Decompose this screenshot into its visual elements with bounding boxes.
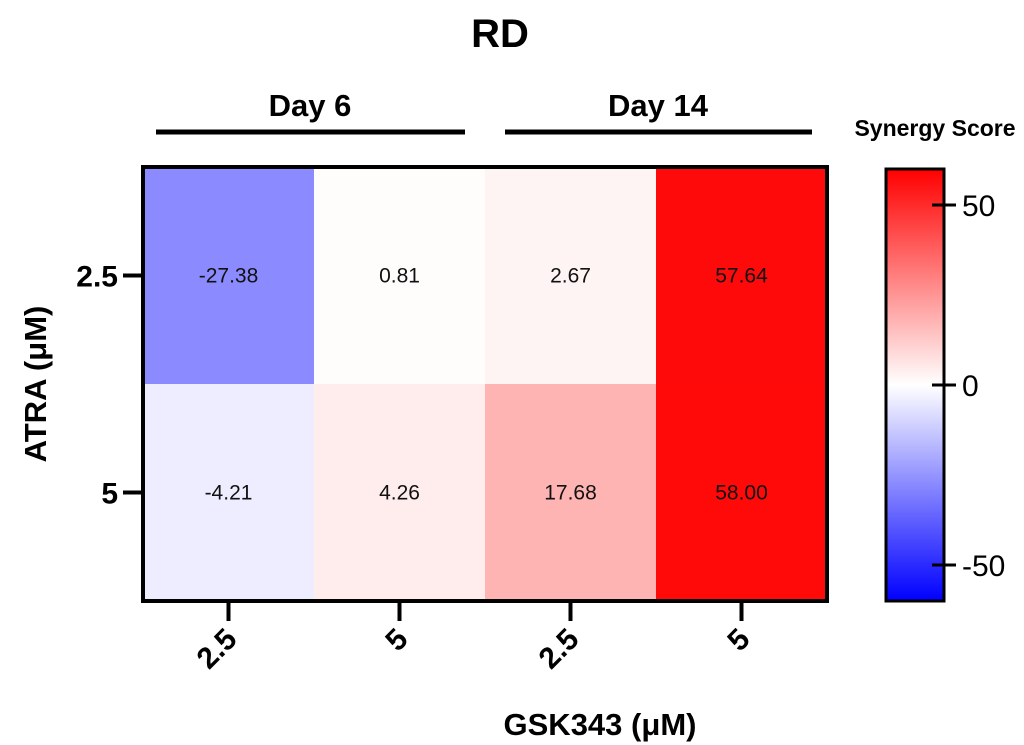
colorbar-title: Synergy Score (854, 115, 1015, 141)
x-tick-label: 5 (721, 623, 756, 658)
group-label-day-6: Day 6 (269, 88, 352, 123)
heatmap-cell (314, 384, 486, 602)
heatmap-cell (485, 384, 657, 602)
colorbar: Synergy Score 50 0 -50 (854, 115, 1016, 603)
cell-value-label: 57.64 (715, 265, 768, 288)
plot-frame (141, 165, 829, 603)
y-tick-label: 5 (101, 478, 118, 511)
x-tick-label: 2.5 (191, 623, 244, 676)
cell-value-label: 2.67 (550, 265, 591, 288)
column-groups: Day 6 Day 14 (156, 88, 812, 135)
group-label-day-14: Day 14 (608, 88, 709, 123)
x-axis-ticks: 2.5 5 2.5 5 (191, 603, 756, 676)
x-tick-label: 5 (379, 623, 414, 658)
heatmap-cell (143, 167, 315, 385)
colorbar-tick-label: -50 (962, 550, 1005, 583)
cell-value-label: -4.21 (205, 482, 253, 505)
heatmap-cell-labels: -27.38 0.81 2.67 57.64 -4.21 4.26 17.68 58.00 (199, 265, 768, 505)
cell-value-label: 4.26 (379, 482, 420, 505)
heatmap-cell (143, 384, 315, 602)
cell-value-label: 0.81 (379, 265, 420, 288)
heatmap-cells (143, 167, 828, 602)
heatmap-cell (314, 167, 486, 385)
y-tick-label: 2.5 (76, 261, 118, 294)
x-axis-label: GSK343 (μM) (504, 707, 697, 742)
colorbar-tick-label: 50 (962, 190, 995, 223)
heatmap-cell (656, 384, 828, 602)
colorbar-tick-label: 0 (962, 370, 979, 403)
heatmap-cell (656, 167, 828, 385)
chart-title: RD (471, 12, 529, 56)
heatmap-cell (485, 167, 657, 385)
x-tick-label: 2.5 (533, 623, 586, 676)
cell-value-label: -27.38 (199, 265, 259, 288)
y-axis-ticks: 2.55 (76, 261, 141, 511)
cell-value-label: 58.00 (715, 482, 768, 505)
cell-value-label: 17.68 (544, 482, 597, 505)
y-axis-label: ATRA (μM) (18, 306, 53, 463)
colorbar-ticks: 50 0 -50 (932, 190, 1005, 583)
